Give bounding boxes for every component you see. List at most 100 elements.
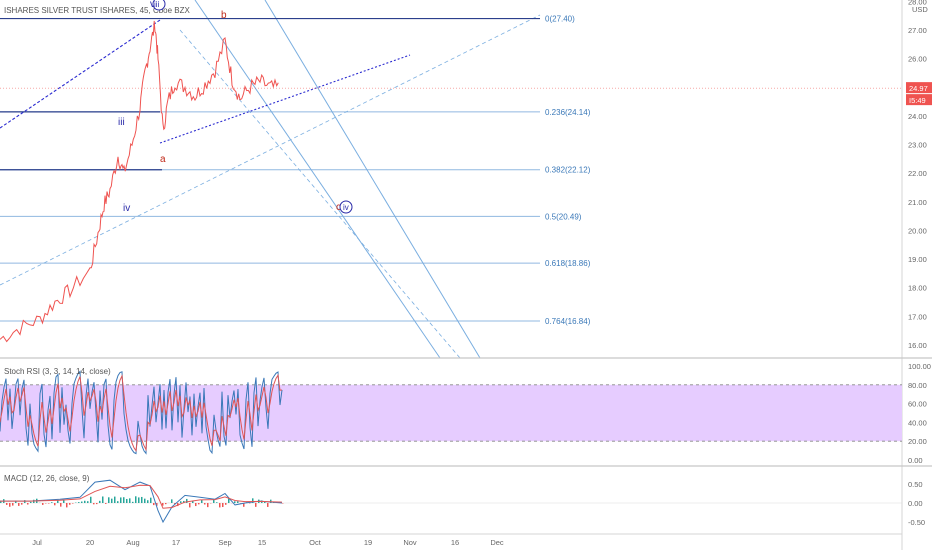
price-tick-label: 16.00	[908, 341, 927, 350]
macd-hist-bar	[42, 503, 44, 505]
last-price-value: 24.97	[909, 84, 928, 93]
macd-hist-bar	[63, 500, 65, 503]
macd-hist-bar	[222, 503, 224, 508]
macd-hist-bar	[207, 503, 209, 508]
macd-hist-bar	[81, 501, 83, 503]
macd-hist-bar	[186, 498, 188, 503]
stoch-rsi-pane[interactable]: Stoch RSI (3, 3, 14, 14, close) 100.00 80…	[0, 362, 931, 465]
price-axis[interactable]: USD 28.0027.0026.0025.0024.0023.0022.002…	[901, 0, 928, 550]
macd-hist-bar	[126, 498, 128, 503]
macd-hist-bar	[90, 496, 92, 503]
macd-hist-bar	[243, 503, 245, 507]
macd-hist-bar	[174, 503, 176, 504]
stoch-tick-label: 20.00	[908, 437, 927, 446]
macd-hist-bar	[27, 503, 29, 505]
macd-hist-bar	[108, 497, 110, 503]
price-series-line	[0, 20, 279, 343]
fib-level-label: 0(27.40)	[545, 15, 575, 24]
price-pane[interactable]: 0(27.40) 0.236(24.14) 0.382(22.12) 0.5(20.4…	[0, 0, 902, 359]
macd-hist-bar	[267, 503, 269, 507]
time-tick-label: Nov	[403, 538, 417, 547]
macd-title: MACD (12, 26, close, 9)	[4, 474, 90, 483]
macd-hist-bar	[69, 503, 71, 505]
macd-hist-bar	[15, 500, 17, 503]
stoch-tick-label: 60.00	[908, 400, 927, 409]
wave-label: v	[150, 0, 155, 10]
macd-hist-bar	[201, 499, 203, 503]
wave-lines[interactable]	[0, 17, 902, 171]
macd-hist-bar	[6, 503, 8, 505]
countdown-badge	[906, 94, 932, 106]
price-tick-label: 19.00	[908, 255, 927, 264]
macd-hist-bar	[237, 501, 239, 503]
macd-hist-bar	[216, 502, 218, 503]
macd-tick-label: 0.50	[908, 480, 923, 489]
fib-retracement[interactable]: 0(27.40) 0.236(24.14) 0.382(22.12) 0.5(20.4…	[0, 15, 591, 326]
macd-hist-bar	[150, 497, 152, 503]
price-tick-label: 28.00	[908, 0, 927, 6]
macd-hist-bar	[195, 503, 197, 507]
macd-axis: 0.50 0.00 -0.50	[908, 480, 925, 527]
macd-hist-bar	[84, 500, 86, 503]
macd-hist-bar	[162, 503, 164, 506]
macd-hist-bar	[132, 501, 134, 503]
wave-label: iv	[123, 203, 130, 214]
time-tick-label: 15	[258, 538, 266, 547]
stoch-tick-label: 100.00	[908, 362, 931, 371]
macd-hist-bar	[192, 500, 194, 503]
macd-hist-bar	[135, 496, 137, 503]
wave-label: iii	[154, 0, 160, 9]
macd-hist-bar	[183, 500, 185, 503]
stoch-tick-label: 40.00	[908, 418, 927, 427]
macd-hist-bar	[171, 499, 173, 503]
price-tick-label: 26.00	[908, 55, 927, 64]
macd-hist-bar	[105, 503, 107, 504]
wave-label: iii	[118, 117, 125, 128]
macd-hist-bar	[144, 498, 146, 503]
price-tick-label: 21.00	[908, 198, 927, 207]
macd-hist-bar	[60, 503, 62, 507]
macd-hist-bar	[18, 503, 20, 506]
macd-hist-bar	[234, 501, 236, 503]
macd-hist-bar	[156, 503, 158, 506]
macd-hist-bar	[123, 497, 125, 503]
channel-line	[179, 29, 461, 359]
stoch-d-line	[0, 373, 283, 453]
macd-hist-bar	[51, 502, 53, 503]
wave-label: iv	[343, 203, 349, 212]
time-tick-label: 20	[86, 538, 94, 547]
macd-hist-bar	[102, 496, 104, 503]
macd-hist-bar	[147, 500, 149, 503]
macd-pane[interactable]: MACD (12, 26, close, 9) 0.50 0.00 -0.50	[0, 474, 925, 527]
price-tick-label: 17.00	[908, 312, 927, 321]
macd-hist-bar	[153, 503, 155, 506]
countdown-value: I5:49	[909, 96, 926, 105]
wave-circle	[339, 200, 353, 214]
macd-tick-label: -0.50	[908, 518, 925, 527]
time-tick-label: 16	[451, 538, 459, 547]
time-axis[interactable]: Jul 20 Aug 17 Sep 15 Oct 19 Nov 16 Dec	[0, 533, 902, 547]
wave-circle	[152, 0, 166, 11]
channel-line	[0, 14, 541, 286]
stoch-band	[0, 384, 902, 442]
time-tick-label: 19	[364, 538, 372, 547]
macd-hist-bar	[180, 501, 182, 503]
fib-level-label: 0.618(18.86)	[545, 259, 591, 268]
wave-label: b	[221, 10, 227, 21]
stoch-tick-label: 80.00	[908, 381, 927, 390]
price-tick-label: 27.00	[908, 26, 927, 35]
price-tick-label: 22.00	[908, 169, 927, 178]
macd-hist-bar	[114, 496, 116, 503]
macd-hist-bar	[9, 503, 11, 507]
macd-hist-bar	[141, 496, 143, 503]
macd-hist-bar	[264, 501, 266, 503]
wave-label: c	[336, 202, 341, 213]
macd-hist-bar	[213, 499, 215, 503]
macd-hist-bar	[252, 498, 254, 503]
macd-hist-bar	[117, 501, 119, 503]
trend-channel[interactable]	[0, 0, 541, 359]
macd-hist-bar	[12, 503, 14, 506]
macd-hist-bar	[198, 503, 200, 505]
macd-hist-bar	[72, 503, 74, 504]
